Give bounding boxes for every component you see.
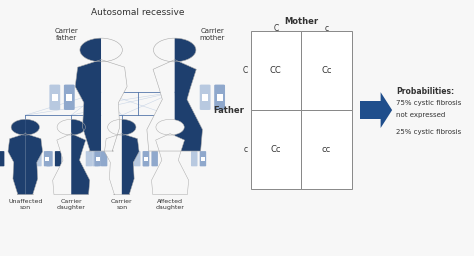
Polygon shape: [101, 38, 122, 62]
Bar: [251, 31, 301, 110]
Text: c: c: [324, 24, 328, 33]
Polygon shape: [175, 60, 202, 151]
Polygon shape: [75, 60, 101, 151]
Bar: [66, 94, 73, 101]
Text: Cc: Cc: [321, 66, 332, 75]
FancyBboxPatch shape: [64, 84, 75, 110]
Polygon shape: [25, 119, 39, 135]
Polygon shape: [122, 119, 136, 135]
Polygon shape: [8, 134, 25, 195]
FancyBboxPatch shape: [94, 151, 101, 166]
Text: C: C: [243, 66, 248, 75]
Polygon shape: [175, 38, 196, 62]
FancyBboxPatch shape: [0, 151, 4, 166]
Polygon shape: [53, 134, 71, 195]
FancyBboxPatch shape: [44, 151, 50, 166]
Text: Autosomal recessive: Autosomal recessive: [91, 8, 185, 17]
FancyBboxPatch shape: [200, 151, 206, 166]
Text: Carrier
son: Carrier son: [111, 199, 133, 210]
FancyBboxPatch shape: [143, 151, 149, 166]
Text: Carrier
daughter: Carrier daughter: [57, 199, 86, 210]
FancyBboxPatch shape: [92, 151, 99, 166]
Text: cc: cc: [322, 145, 331, 154]
Polygon shape: [170, 134, 189, 195]
Polygon shape: [25, 134, 43, 195]
Text: Unaffected
son: Unaffected son: [8, 199, 43, 210]
FancyBboxPatch shape: [86, 151, 92, 166]
Text: Carrier
father: Carrier father: [55, 28, 79, 41]
Text: 75% cystic fibrosis: 75% cystic fibrosis: [396, 100, 461, 106]
Text: Affected
daughter: Affected daughter: [155, 199, 184, 210]
Bar: [201, 157, 205, 161]
Text: 25% cystic fibrosis: 25% cystic fibrosis: [396, 129, 461, 135]
FancyBboxPatch shape: [35, 151, 42, 166]
Polygon shape: [71, 134, 90, 195]
Text: C: C: [273, 24, 278, 33]
FancyBboxPatch shape: [191, 151, 198, 166]
Polygon shape: [108, 119, 122, 135]
Bar: [301, 31, 352, 110]
Text: Cc: Cc: [271, 145, 281, 154]
Text: Probabilities:: Probabilities:: [396, 87, 454, 96]
FancyBboxPatch shape: [143, 151, 149, 166]
Bar: [202, 94, 208, 101]
Text: c: c: [244, 145, 248, 154]
Bar: [144, 157, 148, 161]
Bar: [217, 94, 223, 101]
Bar: [251, 110, 301, 189]
Bar: [301, 110, 352, 189]
FancyBboxPatch shape: [49, 84, 60, 110]
Bar: [96, 157, 100, 161]
Polygon shape: [147, 60, 175, 151]
Bar: [52, 94, 58, 101]
Bar: [360, 101, 386, 119]
Polygon shape: [57, 119, 71, 135]
FancyBboxPatch shape: [134, 151, 140, 166]
Polygon shape: [80, 38, 101, 62]
Polygon shape: [105, 134, 122, 195]
Bar: [45, 157, 49, 161]
Polygon shape: [71, 119, 85, 135]
FancyBboxPatch shape: [46, 151, 53, 166]
Polygon shape: [381, 92, 392, 128]
Text: Mother: Mother: [284, 17, 318, 26]
Polygon shape: [11, 119, 25, 135]
FancyBboxPatch shape: [55, 151, 61, 166]
FancyBboxPatch shape: [151, 151, 158, 166]
Polygon shape: [101, 60, 127, 151]
Text: not expressed: not expressed: [396, 112, 445, 118]
Polygon shape: [170, 119, 184, 135]
FancyBboxPatch shape: [214, 84, 225, 110]
Text: CC: CC: [270, 66, 282, 75]
Polygon shape: [154, 38, 175, 62]
Polygon shape: [156, 119, 170, 135]
FancyBboxPatch shape: [200, 84, 210, 110]
Text: Father: Father: [213, 105, 244, 115]
Polygon shape: [122, 134, 139, 195]
Polygon shape: [152, 134, 170, 195]
Text: Carrier
mother: Carrier mother: [200, 28, 225, 41]
FancyBboxPatch shape: [101, 151, 107, 166]
